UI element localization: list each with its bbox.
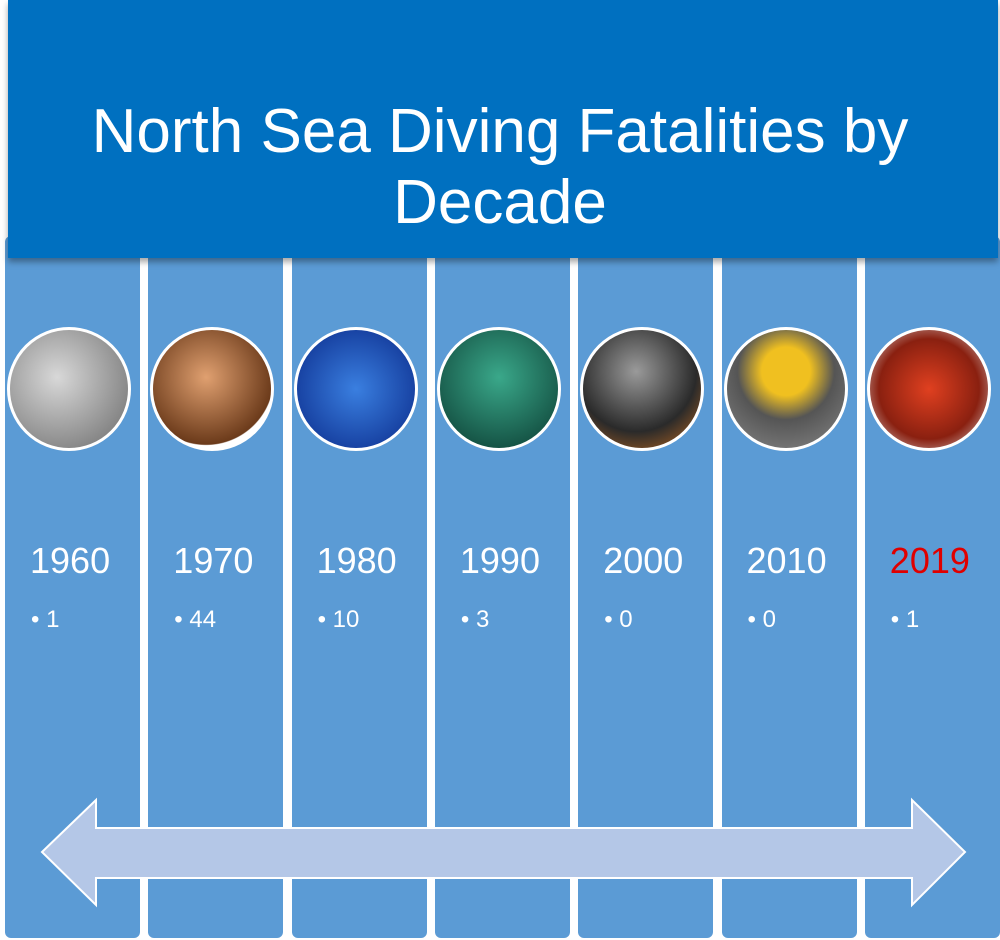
title: North Sea Diving Fatalities by Decade: [0, 96, 1000, 238]
slide: 1960119704419801019903200002010020191 No…: [0, 0, 1000, 940]
